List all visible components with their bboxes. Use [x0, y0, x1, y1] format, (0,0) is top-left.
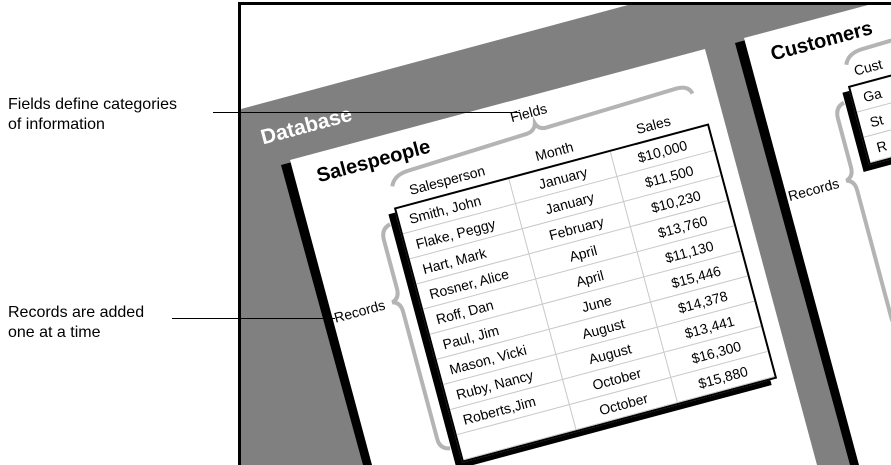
database-illustration: Database Salespeople Fields Salesperson … [238, 2, 891, 465]
annotation-text: of information [8, 116, 105, 133]
records-brace [381, 222, 451, 451]
braces [381, 85, 695, 451]
braces [835, 36, 891, 329]
fields-brace [390, 85, 695, 187]
customers-card [744, 5, 891, 465]
fields-leader-line [213, 112, 520, 113]
background-area [241, 5, 628, 109]
annotation-text: one at a time [8, 324, 101, 341]
fields-annotation: Fields define categories of information [8, 95, 177, 135]
annotation-text: Records are added [8, 304, 145, 321]
records-brace [835, 100, 891, 329]
records-annotation: Records are added one at a time [8, 303, 144, 343]
records-leader-line [172, 318, 335, 319]
fields-brace [844, 36, 891, 66]
annotation-text: Fields define categories [8, 96, 177, 113]
